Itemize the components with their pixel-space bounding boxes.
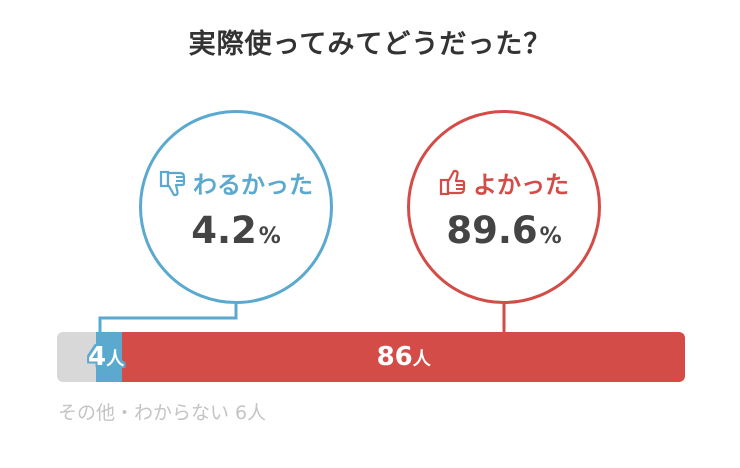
bar-label-good: 86人 [122, 342, 685, 372]
good-circle: よかった 89.6% [407, 110, 601, 304]
good-percent: 89.6% [410, 209, 598, 252]
good-percent-unit: % [539, 224, 562, 249]
bad-label-text: わるかった [193, 171, 313, 199]
bar-label-bad-unit: 人 [106, 349, 125, 370]
bad-percent-unit: % [258, 224, 281, 249]
bar-segment-good: 86人 [122, 332, 685, 382]
bar-label-bad-count: 4 [88, 342, 107, 372]
good-circle-label: よかった [410, 165, 598, 200]
bad-circle-label: わるかった [142, 165, 330, 200]
good-percent-value: 89.6 [446, 209, 538, 252]
chart-title: 実際使ってみてどうだった？ [188, 29, 552, 60]
thumbs-up-icon [439, 169, 466, 195]
thumbs-down-icon [159, 170, 186, 196]
bad-circle: わるかった 4.2% [139, 110, 333, 304]
bar-segment-bad [96, 332, 123, 382]
bar-label-good-unit: 人 [412, 349, 431, 370]
bad-percent: 4.2% [142, 209, 330, 252]
bar-label-bad: 4人 [88, 342, 124, 372]
good-label-text: よかった [473, 171, 569, 199]
bad-percent-value: 4.2 [191, 209, 257, 252]
bar-segment-other [57, 332, 97, 382]
bar-label-good-count: 86 [376, 342, 413, 372]
other-note: その他・わからない 6人 [58, 402, 267, 424]
stacked-bar: 86人 [57, 332, 685, 382]
